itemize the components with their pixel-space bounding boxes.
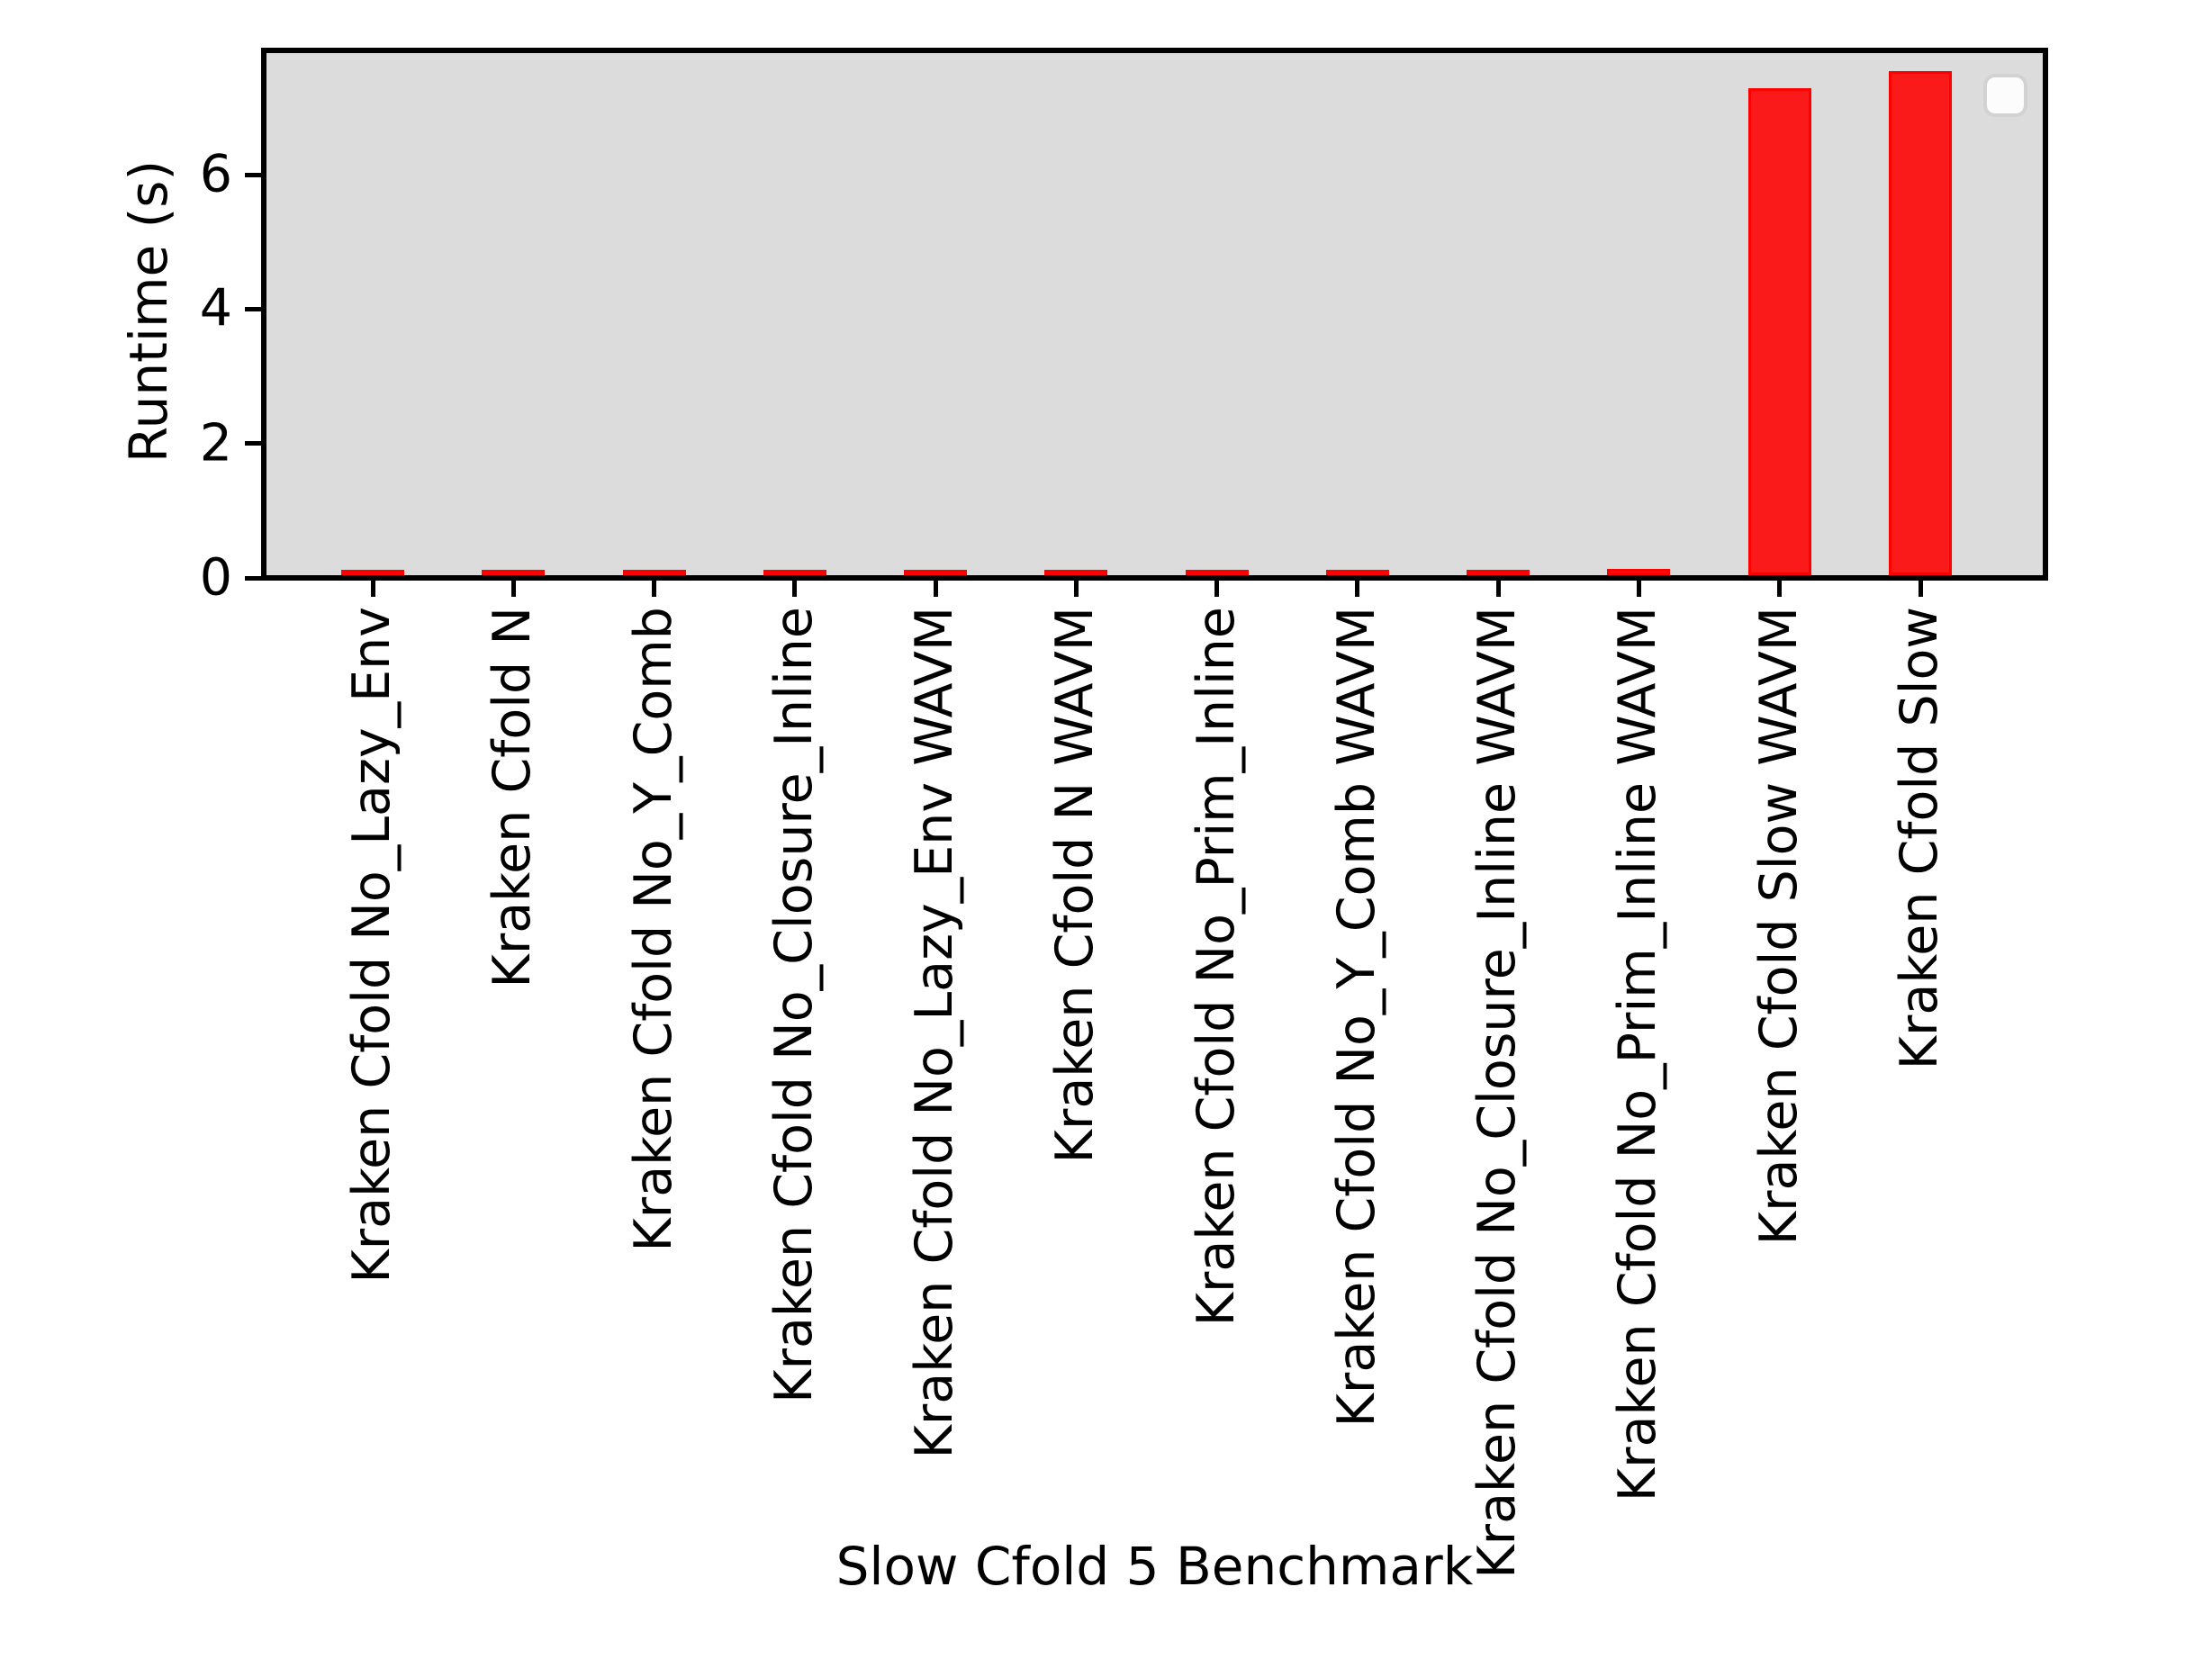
x-tick-label: Kraken Cfold N [483,607,543,988]
bar [1467,570,1530,575]
x-tick-label: Kraken Cfold No_Prim_Inline [1186,607,1246,1327]
x-tick-label: Kraken Cfold No_Closure_Inline [764,607,825,1403]
bar [904,570,968,575]
x-tick-label: Kraken Cfold No_Y_Comb [623,607,683,1252]
bar [1889,71,1952,575]
x-tick [1073,581,1079,597]
x-tick [510,581,516,597]
x-tick [1214,581,1220,597]
x-tick [933,581,938,597]
y-tick-label: 2 [199,413,232,473]
x-tick-label: Kraken Cfold Slow WAVM [1748,607,1809,1246]
x-tick [370,581,375,597]
x-tick [1495,581,1501,597]
x-tick-label: Kraken Cfold Slow [1890,607,1950,1070]
y-tick [245,172,261,177]
x-tick-label: Kraken Cfold No_Lazy_Env WAVM [905,607,965,1459]
bar [1607,569,1671,575]
bar [1044,570,1108,575]
x-axis-label: Slow Cfold 5 Benchmark [835,1536,1474,1597]
bar [1325,570,1389,575]
y-tick [245,575,261,581]
bars-layer [261,48,2048,575]
x-tick [792,581,798,597]
x-tick-label: Kraken Cfold N WAVM [1045,607,1106,1164]
bar [763,570,826,575]
bar [1747,87,1811,575]
y-tick [245,306,261,311]
bar [341,570,404,575]
x-tick [1918,581,1923,597]
x-tick [1355,581,1360,597]
y-tick [245,441,261,446]
x-tick [1777,581,1783,597]
y-tick-label: 4 [199,278,232,338]
x-tick-label: Kraken Cfold No_Closure_Inline WAVM [1467,607,1528,1579]
x-tick-label: Kraken Cfold No_Y_Comb WAVM [1327,607,1387,1428]
x-tick-label: Kraken Cfold No_Lazy_Env [342,607,402,1284]
bar [482,570,546,575]
x-tick-label: Kraken Cfold No_Prim_Inline WAVM [1608,607,1668,1502]
y-tick-label: 6 [199,144,232,204]
x-tick [1636,581,1641,597]
y-tick-label: 0 [199,547,232,608]
x-tick [652,581,657,597]
legend-box [1983,74,2027,117]
bar [1185,570,1249,575]
bar [622,570,686,575]
